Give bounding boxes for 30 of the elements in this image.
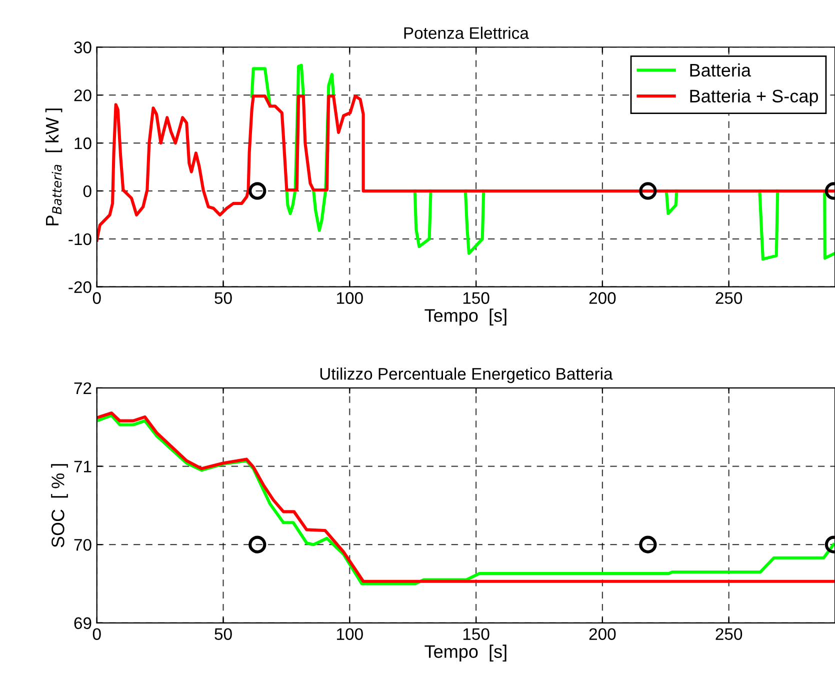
y-tick-label: 20 <box>74 89 92 102</box>
y-tick-label: 70 <box>74 538 92 551</box>
x-tick-label: 0 <box>92 628 101 640</box>
x-axis-title: Tempo [s] <box>424 308 506 326</box>
x-tick-label: 50 <box>214 628 232 640</box>
legend-label: Batteria <box>690 63 752 77</box>
chart-title: Utilizzo Percentuale Energetico Batteria <box>320 368 613 384</box>
chart-title: Potenza Elettrica <box>404 26 529 39</box>
y-tick-label: 10 <box>74 137 92 150</box>
y-tick-label: 30 <box>74 42 92 54</box>
y-axis-title: SOC [ % ] <box>51 464 68 548</box>
y-tick-label: 72 <box>74 382 92 394</box>
x-tick-label: 200 <box>589 292 616 304</box>
legend-label: Batteria + S-cap <box>690 89 818 106</box>
x-axis-title: Tempo [s] <box>424 644 506 662</box>
x-tick-label: 250 <box>716 628 742 640</box>
y-axis-title: P$_{Batteria}$ [ kW ] <box>45 108 62 226</box>
x-tick-label: 0 <box>92 292 101 304</box>
y-tick-label: 0 <box>83 185 92 198</box>
y-tick-label: 69 <box>74 617 92 630</box>
y-tick-label: -20 <box>68 281 92 294</box>
x-tick-label: 250 <box>716 292 742 304</box>
x-tick-label: 150 <box>463 292 490 304</box>
x-tick-label: 50 <box>214 292 232 304</box>
x-tick-label: 100 <box>337 292 363 304</box>
y-tick-label: -10 <box>68 233 92 246</box>
y-tick-label: 71 <box>74 460 92 472</box>
x-tick-label: 150 <box>463 628 490 640</box>
x-tick-label: 200 <box>589 628 616 640</box>
x-tick-label: 100 <box>337 628 363 640</box>
